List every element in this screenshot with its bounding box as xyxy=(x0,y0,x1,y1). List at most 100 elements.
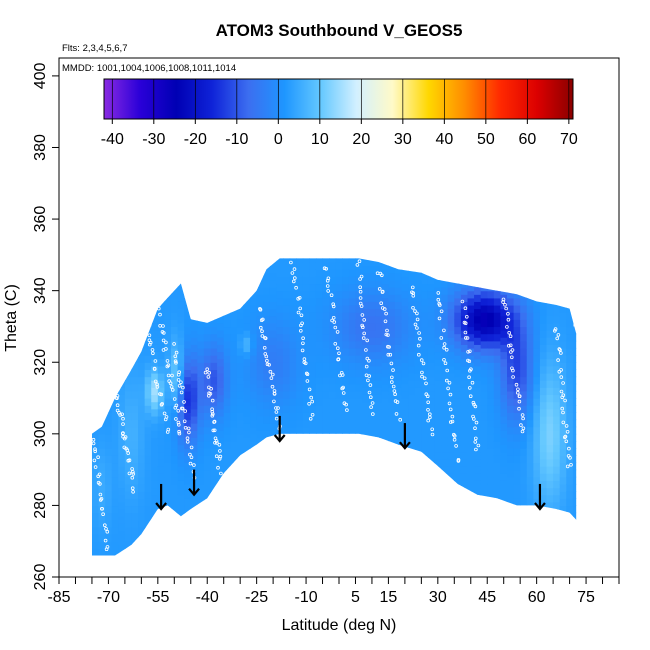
heatmap-cell xyxy=(171,483,179,492)
heatmap-cell xyxy=(480,412,488,421)
heatmap-cell xyxy=(171,491,179,499)
heatmap-cell xyxy=(157,301,166,310)
heatmap-cell xyxy=(368,294,376,302)
heatmap-cell xyxy=(375,408,383,417)
heatmap-cell xyxy=(381,276,390,285)
flight-track-point xyxy=(559,375,564,379)
heatmap-cell xyxy=(329,258,337,263)
flight-track-point xyxy=(467,386,472,390)
heatmap-cell xyxy=(269,308,278,317)
heatmap-cell xyxy=(335,390,343,399)
flight-track-point xyxy=(466,349,470,354)
heatmap-cell xyxy=(309,347,317,356)
heatmap-cell xyxy=(98,476,106,485)
heatmap-cell xyxy=(434,380,442,388)
heatmap-cell xyxy=(362,430,370,439)
heatmap-cell xyxy=(388,308,396,317)
heatmap-cell xyxy=(447,387,455,396)
heatmap-cell xyxy=(572,426,577,435)
heatmap-cell xyxy=(105,519,113,528)
heatmap-cell xyxy=(533,340,541,349)
heatmap-cell xyxy=(243,451,251,460)
heatmap-cell xyxy=(190,415,198,424)
heatmap-cell xyxy=(355,355,363,363)
heatmap-cell xyxy=(559,426,567,435)
heatmap-cell xyxy=(553,394,561,403)
flight-track-point xyxy=(460,299,465,304)
heatmap-cell xyxy=(572,491,577,499)
heatmap-cell xyxy=(164,290,172,299)
heatmap-cell xyxy=(421,426,429,435)
heatmap-cell xyxy=(513,290,521,299)
heatmap-cell xyxy=(322,312,330,320)
heatmap-cell xyxy=(177,337,185,345)
heatmap-cell xyxy=(289,412,297,421)
heatmap-cell xyxy=(276,262,284,270)
heatmap-cell xyxy=(164,383,172,392)
heatmap-cell xyxy=(91,462,100,471)
flight-track-point xyxy=(450,414,455,419)
heatmap-cell xyxy=(434,437,442,446)
heatmap-cell xyxy=(480,312,488,320)
heatmap-cell xyxy=(98,469,106,478)
heatmap-cell xyxy=(151,430,159,439)
heatmap-cell xyxy=(362,380,370,388)
heatmap-cell xyxy=(210,491,218,499)
heatmap-cell xyxy=(513,498,521,507)
heatmap-cell xyxy=(144,469,152,478)
heatmap-cell xyxy=(322,347,330,356)
heatmap-cell xyxy=(474,430,482,439)
x-tick-label: -70 xyxy=(97,589,120,606)
heatmap-cell xyxy=(230,419,238,428)
heatmap-cell xyxy=(157,351,166,360)
heatmap-cell xyxy=(157,372,166,381)
heatmap-cell xyxy=(388,387,396,396)
heatmap-cell xyxy=(348,297,357,306)
heatmap-cell xyxy=(546,351,554,360)
heatmap-cell xyxy=(546,473,554,481)
heatmap-cell xyxy=(184,426,192,435)
heatmap-cell xyxy=(375,394,383,403)
heatmap-cell xyxy=(283,412,291,421)
heatmap-cell xyxy=(322,283,330,292)
heatmap-cell xyxy=(460,308,469,317)
heatmap-cell xyxy=(335,290,343,299)
heatmap-cell xyxy=(138,412,146,421)
heatmap-cell xyxy=(197,426,205,435)
flight-track-point xyxy=(559,351,563,355)
heatmap-cell xyxy=(177,372,185,381)
heatmap-cell xyxy=(362,287,370,295)
heatmap-cell xyxy=(572,483,577,492)
heatmap-cell xyxy=(500,380,508,388)
heatmap-cell xyxy=(269,401,278,410)
flight-track-point xyxy=(389,380,394,384)
down-arrow xyxy=(399,423,411,450)
heatmap-cell xyxy=(487,304,495,313)
heatmap-cell xyxy=(526,362,534,370)
heatmap-cell xyxy=(197,326,205,335)
heatmap-cell xyxy=(256,287,264,295)
heatmap-cell xyxy=(316,248,323,256)
heatmap-cell xyxy=(441,279,449,288)
heatmap-cell xyxy=(401,405,409,413)
heatmap-cell xyxy=(427,319,436,328)
heatmap-cell xyxy=(164,419,172,428)
flight-track-point xyxy=(560,406,564,411)
heatmap-cell xyxy=(99,556,106,564)
heatmap-cell xyxy=(250,326,258,335)
heatmap-cell xyxy=(395,351,403,360)
heatmap-cell xyxy=(283,355,291,363)
heatmap-cell xyxy=(500,451,508,460)
heatmap-cell xyxy=(493,448,502,456)
flight-track-point xyxy=(364,364,369,369)
heatmap-cell xyxy=(441,473,449,481)
heatmap-cell xyxy=(302,304,310,313)
heatmap-cell xyxy=(151,423,159,431)
heatmap-cell xyxy=(98,419,106,428)
flight-track-point xyxy=(463,306,468,311)
flight-track-point xyxy=(511,375,515,379)
heatmap-cell xyxy=(427,440,436,449)
heatmap-cell xyxy=(335,383,343,392)
heatmap-cell xyxy=(421,455,429,464)
heatmap-cell xyxy=(441,344,449,353)
